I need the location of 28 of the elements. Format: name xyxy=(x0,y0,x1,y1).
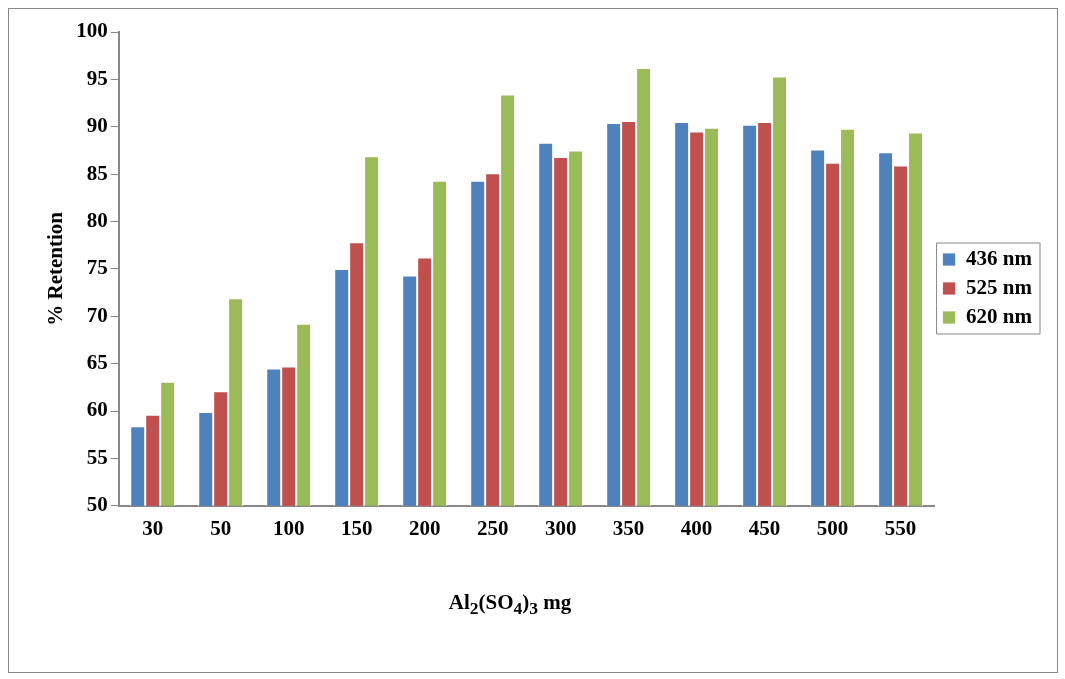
x-tick-label: 250 xyxy=(476,515,509,540)
y-tick-label: 70 xyxy=(86,302,108,327)
x-tick-label: 30 xyxy=(142,515,164,540)
legend-label: 436 nm xyxy=(966,245,1033,270)
y-tick-label: 55 xyxy=(86,444,108,469)
y-tick-label: 100 xyxy=(76,18,108,43)
x-tick-label: 400 xyxy=(680,515,713,540)
x-tick-label: 550 xyxy=(884,515,917,540)
x-tick-label: 500 xyxy=(816,515,849,540)
y-tick-label: 95 xyxy=(86,65,108,90)
y-tick-label: 75 xyxy=(86,255,108,280)
x-tick-label: 100 xyxy=(272,515,305,540)
legend-label: 620 nm xyxy=(966,303,1033,328)
x-axis-title: Al$_{2}$(SO$_{4}$)$_{3}$ mg xyxy=(447,590,573,620)
y-tick-label: 50 xyxy=(86,492,108,517)
y-tick-label: 90 xyxy=(86,113,108,138)
x-tick-label: 350 xyxy=(612,515,645,540)
legend-label: 525 nm xyxy=(966,274,1033,299)
y-tick-label: 60 xyxy=(86,397,108,422)
y-tick-label: 85 xyxy=(86,160,108,185)
y-tick-label: 80 xyxy=(86,207,108,232)
y-tick-label: 65 xyxy=(86,350,108,375)
x-tick-label: 450 xyxy=(748,515,781,540)
x-tick-label: 150 xyxy=(340,515,373,540)
x-tick-label: 300 xyxy=(544,515,577,540)
x-tick-label: 200 xyxy=(408,515,441,540)
y-axis-title: % Retention xyxy=(43,211,68,326)
x-tick-label: 50 xyxy=(210,515,232,540)
